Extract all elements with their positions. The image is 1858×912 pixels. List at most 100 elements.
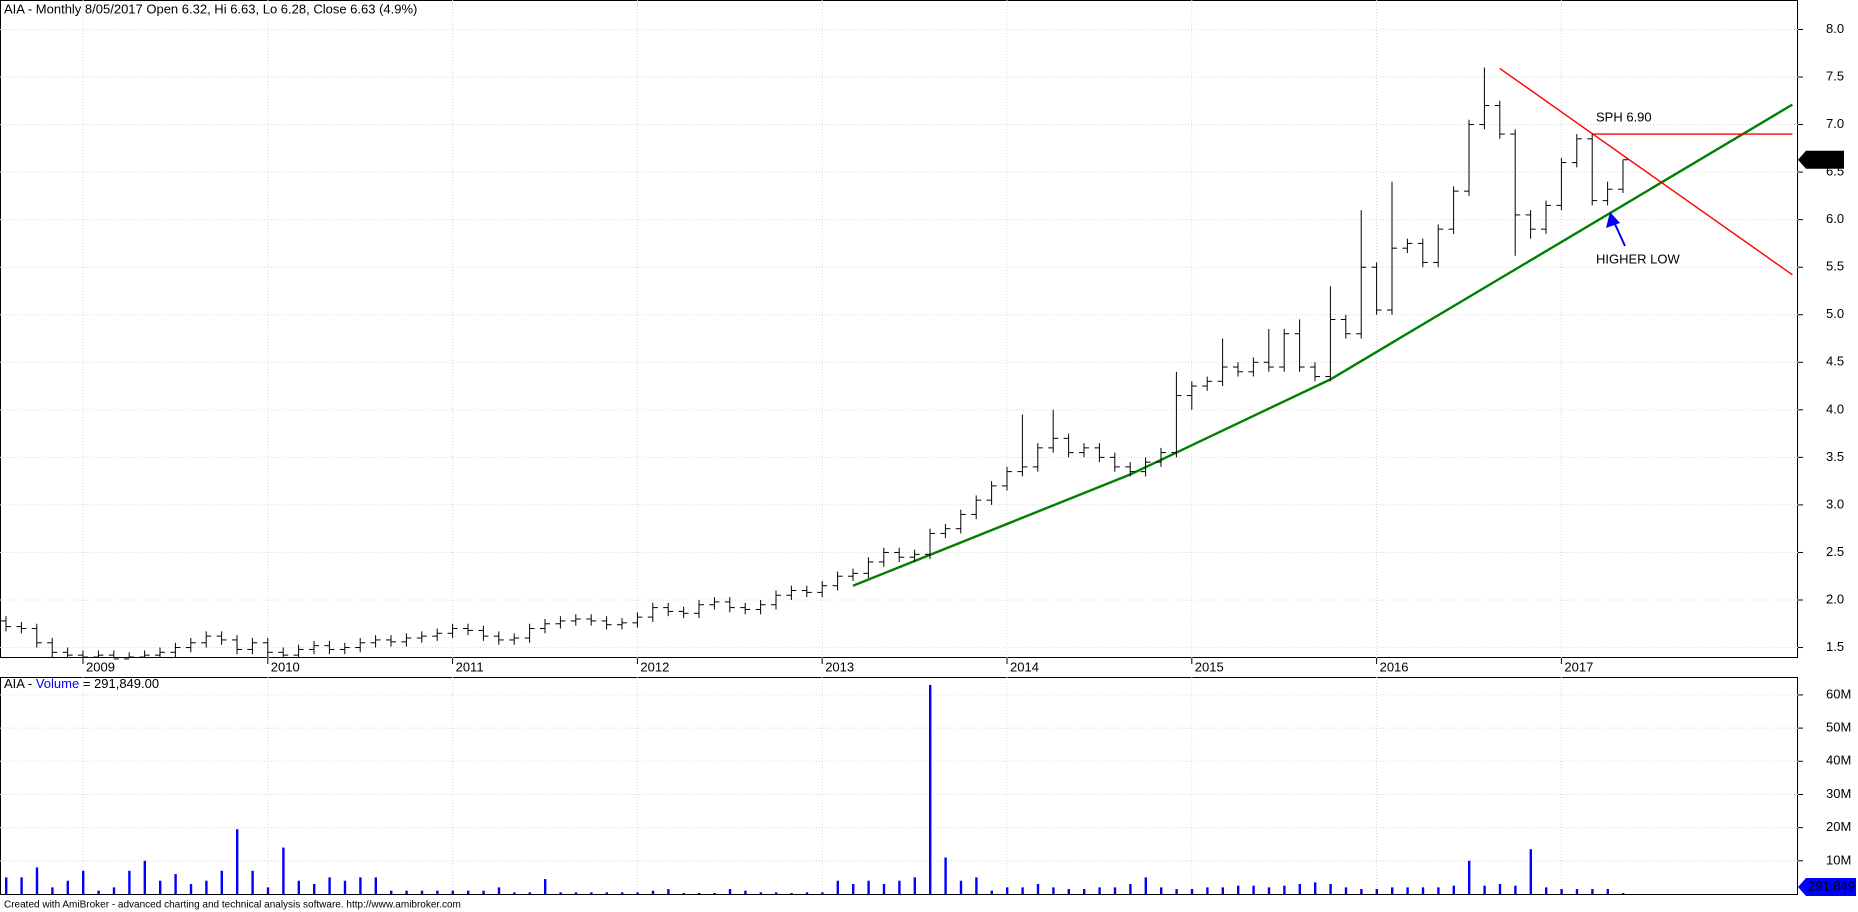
volume-bar <box>836 880 839 894</box>
volume-bar <box>467 890 470 894</box>
volume-bar <box>220 870 223 894</box>
y-tick-label: 1.5 <box>1826 639 1844 654</box>
volume-bar <box>590 892 593 894</box>
volume-bar <box>959 880 963 894</box>
price-tag-label: 6.63 <box>1810 151 1835 166</box>
volume-bar <box>1606 889 1609 894</box>
volume-bar <box>97 890 100 894</box>
volume-bar <box>205 880 208 894</box>
volume-bar <box>651 890 655 894</box>
volume-bar <box>390 890 393 894</box>
volume-bar <box>559 892 562 894</box>
volume-bar <box>728 889 732 894</box>
price-panel-frame <box>0 0 1798 658</box>
volume-bar <box>1021 887 1024 894</box>
volume-bar <box>128 870 131 894</box>
volume-bar <box>744 890 747 894</box>
volume-bar <box>112 887 116 894</box>
volume-bar <box>266 887 270 894</box>
volume-bar <box>713 893 716 894</box>
volume-bar <box>1498 884 1502 894</box>
y-tick-label: 10M <box>1826 852 1851 867</box>
y-tick-label: 40M <box>1826 753 1851 768</box>
volume-bar <box>1329 884 1332 894</box>
volume-bar <box>1483 885 1486 894</box>
x-tick-label: 2017 <box>1564 659 1593 674</box>
volume-bar <box>513 892 516 894</box>
volume-bar <box>944 857 947 894</box>
volume-bar <box>236 829 239 894</box>
annotation: SPH 6.90 <box>1596 109 1652 124</box>
volume-bar <box>544 879 547 894</box>
y-tick-label: 2.5 <box>1826 544 1844 559</box>
volume-tag <box>1798 878 1856 897</box>
y-tick-label: 3.5 <box>1826 449 1844 464</box>
volume-bar <box>1175 889 1178 894</box>
volume-bar <box>482 890 485 894</box>
volume-bar <box>882 884 886 894</box>
volume-bar <box>1006 887 1009 894</box>
volume-bar <box>297 880 300 894</box>
y-tick-label: 5.5 <box>1826 259 1844 274</box>
volume-bar <box>990 890 993 894</box>
y-tick-label: 2.0 <box>1826 591 1844 606</box>
volume-bar <box>1252 885 1255 894</box>
volume-bar <box>405 890 408 894</box>
volume-bar <box>528 892 531 894</box>
volume-bar <box>343 880 347 894</box>
volume-bar <box>759 892 762 894</box>
volume-bar <box>1067 889 1070 894</box>
volume-panel-frame <box>0 677 1798 895</box>
volume-bar <box>790 893 793 894</box>
volume-bar <box>698 893 701 894</box>
volume-bar <box>867 880 870 894</box>
volume-bar <box>51 887 54 894</box>
volume-bar <box>35 867 39 894</box>
volume-bar <box>975 877 978 894</box>
volume-bar <box>1267 887 1271 894</box>
arrow-shaft <box>1613 221 1626 247</box>
x-tick-label: 2016 <box>1380 659 1409 674</box>
y-tick-label: 6.0 <box>1826 211 1844 226</box>
volume-bar <box>805 892 809 894</box>
x-tick-label: 2012 <box>640 659 669 674</box>
trendline <box>1499 67 1793 276</box>
volume-bar <box>251 870 254 894</box>
x-tick-label: 2015 <box>1195 659 1224 674</box>
volume-bar <box>1113 887 1117 894</box>
volume-bar <box>1083 889 1086 894</box>
volume-bar <box>1237 885 1240 894</box>
volume-title-suffix: = 291,849.00 <box>83 676 159 691</box>
volume-bar <box>605 892 608 894</box>
y-tick-label: 30M <box>1826 786 1851 801</box>
volume-bar <box>1190 889 1194 894</box>
volume-bar <box>1406 887 1409 894</box>
volume-bar <box>1591 889 1594 894</box>
volume-bar <box>1360 889 1363 894</box>
volume-bar <box>1545 887 1548 894</box>
volume-bar <box>451 890 454 894</box>
volume-bar <box>189 884 193 894</box>
y-tick-label: 3.0 <box>1826 496 1844 511</box>
volume-bar <box>420 890 424 894</box>
volume-bar <box>1529 849 1532 894</box>
volume-bar <box>1391 887 1394 894</box>
y-tick-label: 4.0 <box>1826 401 1844 416</box>
volume-bar <box>497 887 501 894</box>
price-tag <box>1798 150 1844 169</box>
volume-bar <box>1052 887 1055 894</box>
volume-bar <box>1221 887 1224 894</box>
volume-bar <box>20 877 23 894</box>
y-tick-label: 4.5 <box>1826 354 1844 369</box>
volume-title: AIA - Volume = 291,849.00 <box>4 676 159 691</box>
volume-bar <box>359 877 362 894</box>
volume-tag-label: 291,849 <box>1808 878 1855 893</box>
volume-bar <box>1622 893 1625 894</box>
annotation: HIGHER LOW <box>1596 251 1681 266</box>
volume-bar <box>5 877 8 894</box>
chart-title: AIA - Monthly 8/05/2017 Open 6.32, Hi 6.… <box>4 1 417 16</box>
volume-bar <box>1129 884 1132 894</box>
volume-bar <box>328 877 331 894</box>
volume-bar <box>1298 884 1301 894</box>
